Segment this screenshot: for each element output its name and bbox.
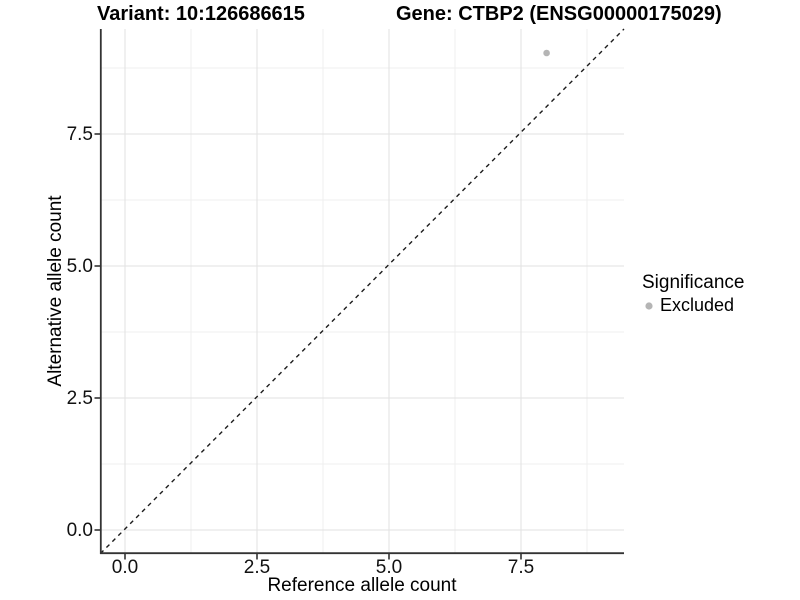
legend-entry-label: Excluded <box>660 294 735 315</box>
grid-minor-horizontal <box>100 67 624 465</box>
y-axis-title: Alternative allele count <box>45 195 66 387</box>
variant-title: Variant: 10:126686615 <box>97 3 305 25</box>
gene-title: Gene: CTBP2 (ENSG00000175029) <box>396 3 722 25</box>
y-tick-label-5.0: 5.0 <box>66 256 93 277</box>
legend-title: Significance <box>642 272 745 293</box>
x-tick-label-5.0: 5.0 <box>375 557 403 578</box>
y-tick-label-0.0: 0.0 <box>66 520 93 541</box>
y-tick-label-2.5: 2.5 <box>66 388 93 409</box>
y-tick-label-7.5: 7.5 <box>66 124 93 145</box>
x-tick-label-7.5: 7.5 <box>507 557 535 578</box>
grid-major-vertical <box>124 29 522 553</box>
grid-minor-vertical <box>190 29 588 553</box>
y-tick-marks <box>94 133 100 531</box>
legend-entry-excluded: Excluded <box>642 294 800 316</box>
grid-major-horizontal <box>100 133 624 531</box>
legend: Significance Excluded <box>642 272 800 316</box>
data-point <box>543 49 550 57</box>
x-tick-label-0.0: 0.0 <box>111 557 139 578</box>
x-tick-label-2.5: 2.5 <box>243 557 271 578</box>
legend-key-dot-icon <box>645 302 653 310</box>
identity-line <box>100 28 625 554</box>
x-axis-title: Reference allele count <box>267 575 457 596</box>
x-tick-marks <box>124 554 522 560</box>
